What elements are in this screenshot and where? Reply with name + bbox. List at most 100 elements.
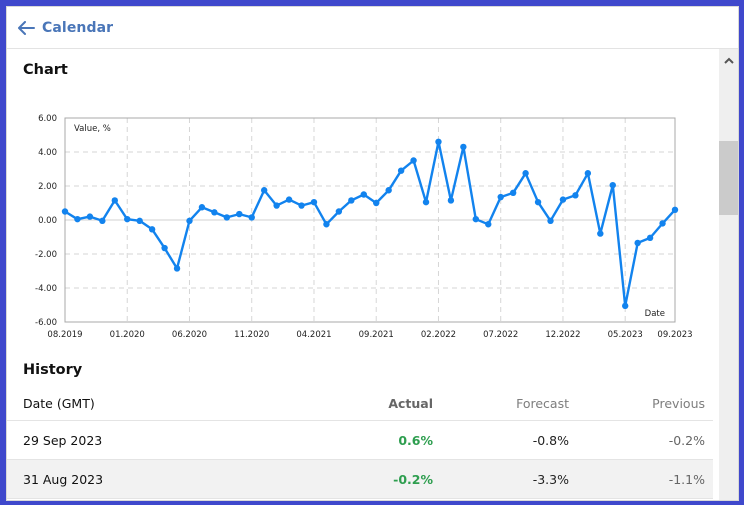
top-bar: Calendar [7,7,738,49]
data-point[interactable] [572,192,579,199]
row-forecast: -3.3% [532,471,569,487]
data-point[interactable] [173,265,181,272]
data-point[interactable] [161,244,168,252]
data-point[interactable] [236,210,243,218]
data-point[interactable] [186,217,193,225]
chevron-up-icon [723,49,734,68]
app-window: Calendar Chart 6.00 4.00 2.00 0.00 -2.00 -4.0… [6,6,739,501]
data-point[interactable] [99,217,106,225]
data-point[interactable] [298,202,305,209]
data-point[interactable] [348,197,355,204]
x-tick-label: 05.2023 [608,330,643,340]
data-point[interactable] [385,187,392,194]
data-point[interactable] [659,220,666,227]
column-header-actual: Actual [388,395,433,411]
data-point[interactable] [460,143,467,151]
x-tick-label: 01.2020 [110,330,145,340]
row-date: 29 Sep 2023 [23,432,103,448]
data-point[interactable] [622,302,629,310]
data-point[interactable] [111,197,118,204]
row-date: 31 Aug 2023 [23,471,104,487]
data-point[interactable] [61,208,69,215]
data-line [64,140,676,308]
data-point[interactable] [671,206,679,213]
y-tick-label: -4.00 [35,284,57,294]
x-tick-label: 02.2022 [421,330,456,340]
x-axis-label: Date [645,309,665,319]
table-row[interactable]: 31 Aug 2023 -0.2% -3.3% -1.1% [7,460,713,499]
data-point[interactable] [397,167,405,174]
data-point[interactable] [260,187,268,194]
data-point[interactable] [74,215,81,223]
chart-section-title: Chart [23,62,68,78]
data-point[interactable] [148,226,156,233]
y-axis-label: Value, % [74,124,111,134]
data-point[interactable] [373,199,380,207]
data-point[interactable] [124,215,131,223]
y-tick-label: 4.00 [38,148,57,158]
back-to-calendar-button[interactable]: Calendar [17,17,113,39]
data-point[interactable] [410,157,417,164]
data-point[interactable] [609,181,616,189]
data-point[interactable] [273,202,280,209]
data-point[interactable] [634,239,641,247]
y-tick-label: -6.00 [35,318,57,328]
x-tick-label: 04.2021 [296,330,331,340]
y-tick-label: 6.00 [38,114,57,124]
data-point[interactable] [335,208,343,215]
data-point[interactable] [360,191,367,198]
data-point[interactable] [310,198,318,206]
column-header-date: Date (GMT) [23,395,95,411]
column-header-previous: Previous [652,395,705,411]
history-section-title: History [23,362,83,378]
data-point[interactable] [472,215,480,223]
row-actual: -0.2% [393,471,433,487]
data-point[interactable] [509,189,517,196]
y-tick-label: 0.00 [38,216,57,226]
history-table: Date (GMT) Actual Forecast Previous 29 S… [7,386,713,499]
table-row[interactable]: 29 Sep 2023 0.6% -0.8% -0.2% [7,421,713,460]
scroll-up-button[interactable] [719,49,738,67]
data-point[interactable] [323,221,330,228]
data-point[interactable] [547,217,554,225]
row-actual: 0.6% [398,432,433,448]
data-point[interactable] [223,214,231,221]
data-point[interactable] [198,204,206,211]
scrollbar-thumb[interactable] [719,141,738,215]
x-tick-label: 08.2019 [47,330,82,340]
x-tick-label: 09.2021 [359,330,394,340]
data-point[interactable] [136,217,143,225]
data-point[interactable] [559,196,567,203]
y-tick-label: -2.00 [35,250,57,260]
data-point[interactable] [584,170,592,177]
x-tick-label: 11.2020 [234,330,269,340]
data-point[interactable] [534,198,542,206]
row-forecast: -0.8% [532,432,569,448]
line-chart: 6.00 4.00 2.00 0.00 -2.00 -4.00 -6.00 08.2019 01… [35,114,693,340]
column-header-forecast: Forecast [516,395,569,411]
data-point[interactable] [597,230,604,237]
y-tick-label: 2.00 [38,182,57,192]
row-previous: -0.2% [668,432,705,448]
x-tick-label: 06.2020 [172,330,207,340]
data-point[interactable] [447,197,455,204]
arrow-left-icon [17,21,35,35]
back-label: Calendar [42,20,114,36]
data-point[interactable] [86,213,94,220]
scroll-content: Chart 6.00 4.00 2.00 0.00 -2.00 -4.00 -6.00 08.… [7,49,713,500]
data-point[interactable] [485,221,492,228]
data-point[interactable] [522,170,529,177]
x-tick-label: 12.2022 [545,330,580,340]
data-point[interactable] [646,234,654,242]
x-tick-label: 07.2022 [483,330,518,340]
row-previous: -1.1% [668,471,705,487]
data-point[interactable] [435,138,442,145]
data-point[interactable] [497,193,504,201]
table-header-row: Date (GMT) Actual Forecast Previous [7,386,713,421]
data-point[interactable] [285,196,293,203]
data-point[interactable] [211,209,218,216]
data-point[interactable] [248,214,255,221]
x-tick-label: 09.2023 [657,330,692,340]
vertical-scrollbar[interactable] [719,49,738,500]
data-point[interactable] [422,198,430,206]
